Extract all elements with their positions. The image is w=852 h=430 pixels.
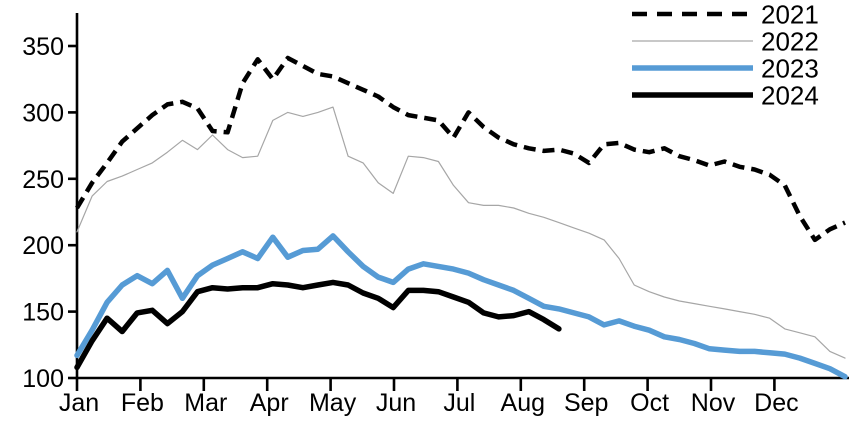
x-tick-label-Feb: Feb [121, 389, 164, 417]
legend-item-2021: 2021 [632, 0, 819, 30]
x-tick-label-Nov: Nov [691, 389, 736, 417]
legend-label-2022: 2022 [761, 27, 819, 57]
x-tick-label-Oct: Oct [630, 389, 669, 417]
x-tick-label-Mar: Mar [184, 389, 227, 417]
series-line-2021 [75, 55, 846, 243]
x-tick-label-Jul: Jul [443, 389, 475, 417]
y-tick-label-350: 350 [22, 33, 64, 61]
legend-item-2022: 2022 [632, 27, 819, 57]
y-tick-label-150: 150 [22, 299, 64, 327]
x-tick-label-Dec: Dec [754, 389, 798, 417]
legend-label-2021: 2021 [761, 0, 819, 30]
series-line-2024 [74, 279, 562, 371]
legend-item-2023: 2023 [632, 54, 819, 84]
y-tick-label-300: 300 [22, 99, 64, 127]
y-tick-label-100: 100 [22, 365, 64, 393]
series-line-2023 [74, 233, 848, 380]
x-tick-label-May: May [309, 389, 357, 417]
legend-label-2023: 2023 [761, 54, 819, 84]
series-line-2022 [76, 106, 846, 359]
y-tick-label-200: 200 [22, 232, 64, 260]
x-tick-label-Jun: Jun [376, 389, 416, 417]
x-tick-label-Jan: Jan [59, 389, 99, 417]
legend-item-2024: 2024 [632, 81, 819, 111]
x-tick-label-Sep: Sep [564, 389, 608, 417]
legend-label-2024: 2024 [761, 81, 819, 111]
x-tick-label-Apr: Apr [250, 389, 289, 417]
y-tick-label-250: 250 [22, 166, 64, 194]
x-tick-label-Aug: Aug [501, 389, 545, 417]
